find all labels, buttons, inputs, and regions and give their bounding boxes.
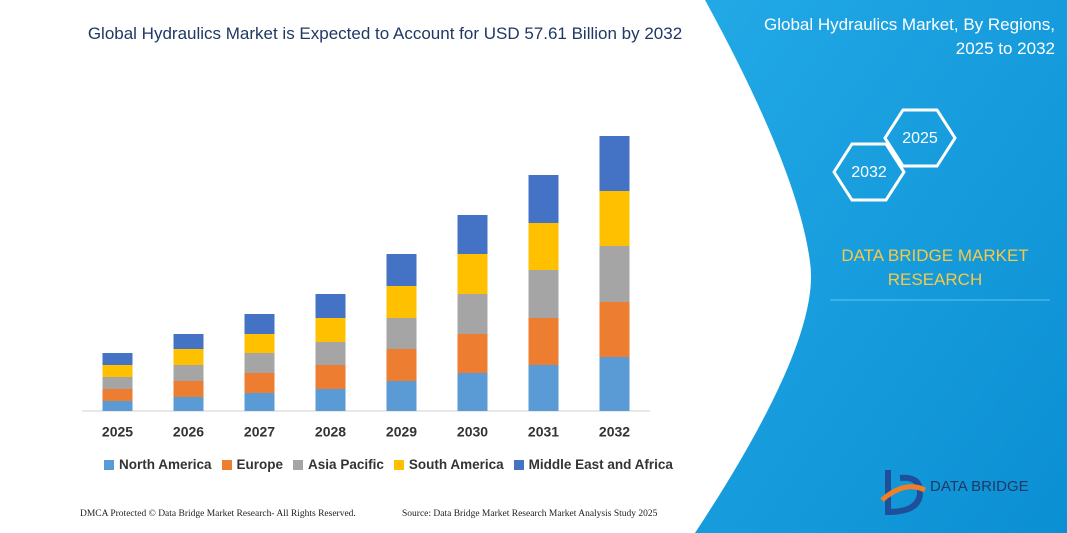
- bar-segment: [315, 365, 346, 389]
- bar-segment: [599, 357, 630, 411]
- legend: North America Europe Asia Pacific South Ame…: [104, 457, 673, 472]
- legend-swatch: [104, 459, 114, 470]
- legend-swatch: [393, 459, 404, 470]
- bar-segment: [315, 294, 346, 318]
- bar-segment: [599, 136, 630, 191]
- x-tick-label: 2029: [386, 424, 417, 440]
- bar-segment: [386, 349, 417, 381]
- legend-item: North America: [104, 457, 212, 472]
- bar-segment: [528, 270, 559, 318]
- footer-left: DMCA Protected © Data Bridge Market Rese…: [80, 509, 356, 519]
- hexagon: [832, 142, 906, 202]
- bar-segment: [173, 334, 204, 349]
- legend-swatch: [221, 459, 232, 470]
- bar-segment: [457, 294, 488, 334]
- bar-segment: [386, 381, 417, 411]
- bar-segment: [386, 286, 417, 318]
- bar-segment: [457, 254, 488, 294]
- bar-segment: [315, 389, 346, 411]
- legend-item: South America: [393, 457, 504, 472]
- legend-item: Middle East and Africa: [513, 457, 673, 472]
- logo-mark: [885, 470, 924, 516]
- hexagon: [883, 108, 957, 168]
- x-tick-label: 2025: [102, 424, 133, 440]
- logo-mark: [880, 484, 927, 502]
- bar-segment: [457, 334, 488, 373]
- bar-segment: [244, 393, 275, 411]
- bar-segment: [386, 318, 417, 349]
- bar-segment: [599, 302, 630, 357]
- footer-right: Source: Data Bridge Market Research Mark…: [402, 509, 658, 519]
- bar-segment: [528, 175, 559, 223]
- x-tick-label: 2027: [244, 424, 275, 440]
- bar-segment: [102, 377, 133, 389]
- legend-label: Middle East and Africa: [528, 457, 673, 472]
- brand-text: DATA BRIDGE MARKET RESEARCH: [841, 246, 1029, 289]
- bar-segment: [102, 401, 133, 411]
- panel-title: Global Hydraulics Market, By Regions, 20…: [763, 15, 1055, 58]
- bar-segment: [315, 342, 346, 365]
- bar-segment: [244, 373, 275, 393]
- chart-title: Global Hydraulics Market is Expected to …: [87, 24, 683, 43]
- x-tick-label: 2028: [315, 424, 346, 440]
- bar-segment: [102, 353, 133, 365]
- bar-segment: [173, 397, 204, 411]
- x-tick-label: 2030: [457, 424, 488, 440]
- legend-item: Asia Pacific: [293, 457, 384, 472]
- x-tick-label: 2032: [599, 424, 630, 440]
- hexagon-label: 2032: [851, 164, 887, 181]
- legend-swatch: [513, 459, 524, 470]
- legend-swatch: [293, 459, 304, 470]
- bar-segment: [599, 246, 630, 302]
- hexagon-label: 2025: [902, 130, 938, 147]
- bar-segment: [528, 365, 559, 411]
- legend-item: Europe: [221, 457, 284, 472]
- bar-segment: [599, 191, 630, 246]
- bar-segment: [244, 314, 275, 334]
- bar-segment: [173, 349, 204, 365]
- x-tick-label: 2031: [528, 424, 559, 440]
- bar-segment: [457, 373, 488, 411]
- bar-segment: [457, 215, 488, 254]
- bar-segment: [102, 365, 133, 377]
- side-panel: [695, 0, 1067, 533]
- legend-label: Europe: [236, 457, 284, 472]
- bar-segment: [315, 318, 346, 342]
- bar-segment: [528, 223, 559, 270]
- bar-segment: [244, 334, 275, 353]
- bar-segment: [102, 389, 133, 401]
- logo-text: DATA BRIDGE: [930, 478, 1029, 495]
- legend-label: North America: [119, 457, 212, 472]
- legend-label: South America: [408, 457, 504, 472]
- bar-segment: [244, 353, 275, 373]
- bar-segment: [173, 381, 204, 397]
- legend-label: Asia Pacific: [308, 457, 384, 472]
- bar-segment: [528, 318, 559, 365]
- bar-segment: [173, 365, 204, 381]
- bar-segment: [386, 254, 417, 286]
- x-tick-label: 2026: [173, 424, 204, 440]
